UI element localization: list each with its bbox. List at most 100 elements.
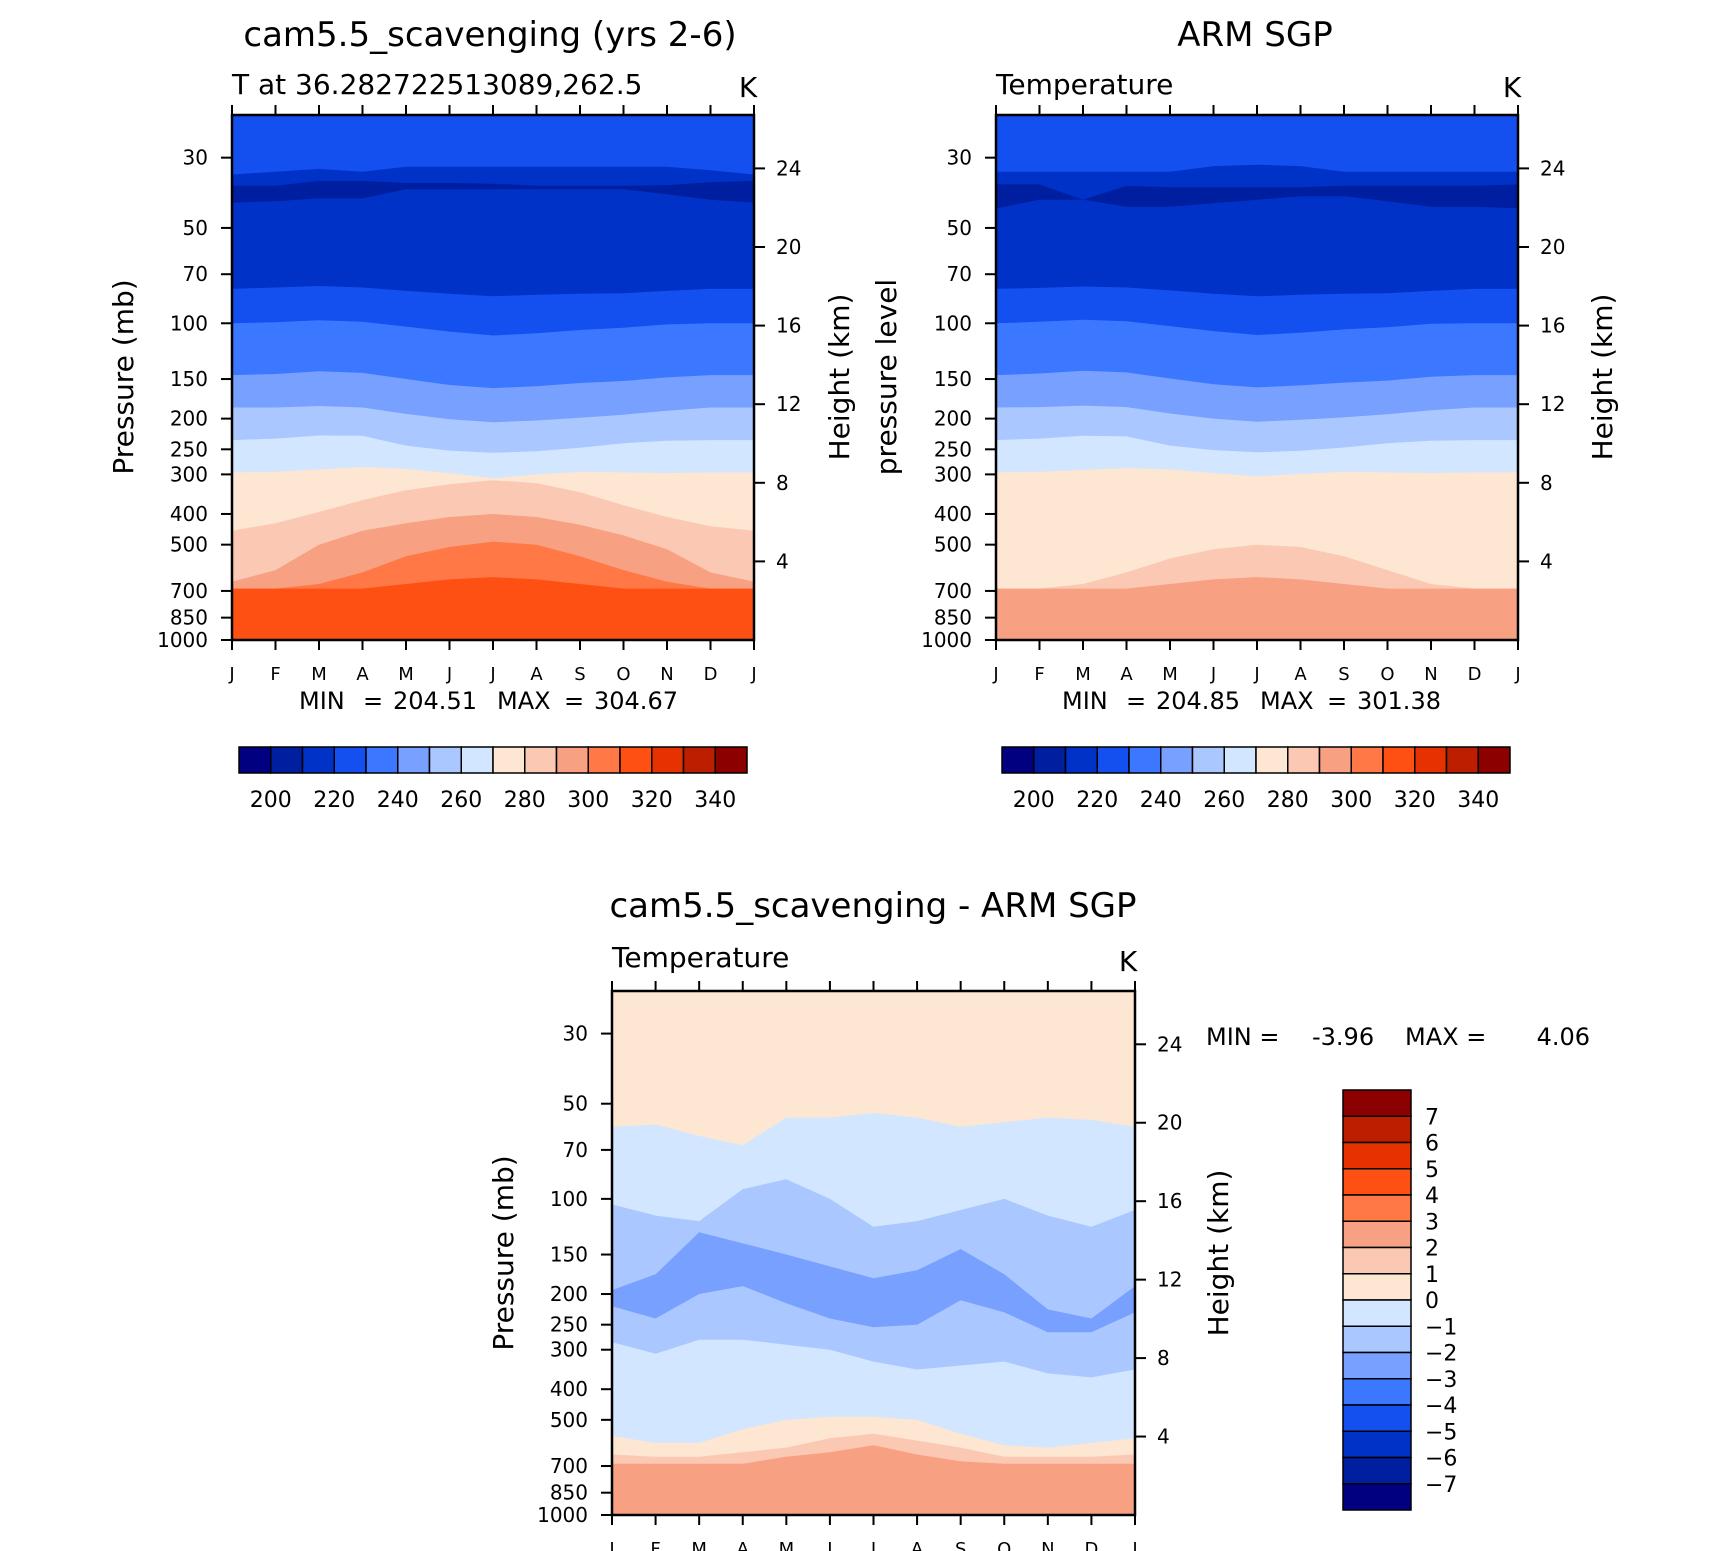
colorbar-label: −4 [1425, 1394, 1457, 1419]
colorbar-box [397, 746, 431, 774]
min-label: MIN [299, 687, 345, 715]
x-tick-label: A [356, 664, 369, 685]
min-value: 204.51 [393, 687, 477, 715]
colorbar-box [1191, 746, 1225, 774]
colorbar-box [1342, 1378, 1412, 1406]
x-tick-label: F [270, 664, 280, 685]
colorbar-box [1223, 746, 1257, 774]
colorbar-box [651, 746, 685, 774]
y-axis-right-label: Height (km) [1586, 294, 1619, 461]
x-tick-label: A [1294, 664, 1307, 685]
y-tick-label: 1000 [921, 628, 972, 652]
x-tick-label: J [489, 664, 495, 685]
max-value: 301.38 [1357, 687, 1441, 715]
x-tick-label: A [911, 1539, 924, 1551]
y-right-tick-label: 4 [1157, 1425, 1170, 1449]
x-tick-label: J [826, 1539, 832, 1551]
y-axis-label: Pressure (mb) [487, 1155, 520, 1350]
units-label: K [739, 71, 758, 104]
y-right-tick-label: 20 [1540, 235, 1565, 259]
colorbar-box [1342, 1456, 1412, 1485]
colorbar-label: 280 [504, 788, 546, 813]
colorbar: 200 220 240 260 280 300 320 340 [1001, 746, 1511, 813]
panel-subtitle: Temperature [995, 68, 1173, 101]
colorbar-box [492, 746, 526, 774]
x-tick-label: F [1034, 664, 1044, 685]
x-tick-label: M [779, 1539, 795, 1551]
y-tick-label: 100 [550, 1187, 588, 1211]
colorbar-box [1342, 1089, 1412, 1117]
y-tick-label: 850 [550, 1481, 588, 1505]
colorbar-box [301, 746, 335, 774]
panel-subtitle: Temperature [611, 941, 789, 974]
y-tick-label: 400 [170, 502, 208, 526]
y-tick-label: 300 [170, 462, 208, 486]
max-label: MAX = [1405, 1023, 1486, 1051]
colorbar-label: 1 [1425, 1263, 1439, 1288]
colorbar-label: 4 [1425, 1184, 1439, 1209]
colorbar-box [587, 746, 621, 774]
x-tick-label: A [530, 664, 543, 685]
x-tick-label: J [750, 664, 756, 685]
y-tick-label: 150 [550, 1243, 588, 1267]
colorbar-box [1414, 746, 1448, 774]
y-tick-label: 700 [550, 1454, 588, 1478]
contour-band [996, 577, 1518, 640]
colorbar-label: 6 [1425, 1132, 1439, 1157]
x-tick-label: J [228, 664, 234, 685]
panel-obs: ARM SGP Temperature K J F M A M J J A S O N D J 30 50 7… [870, 15, 1619, 813]
y-right-tick-label: 12 [776, 392, 801, 416]
x-tick-label: J [1253, 664, 1259, 685]
min-value: 204.85 [1156, 687, 1240, 715]
y-tick-label: 250 [170, 437, 208, 461]
y-tick-label: 300 [934, 462, 972, 486]
y-right-tick-label: 16 [1540, 314, 1565, 338]
y-right-tick-label: 12 [1540, 392, 1565, 416]
x-tick-label: M [1162, 664, 1178, 685]
y-tick-label: 50 [183, 216, 208, 240]
y-tick-label: 850 [170, 606, 208, 630]
colorbar-label: 0 [1425, 1289, 1439, 1314]
colorbar-box [524, 746, 558, 774]
x-tick-label: A [1120, 664, 1133, 685]
y-right-tick-label: 8 [1540, 471, 1553, 495]
y-right-tick-label: 8 [1157, 1346, 1170, 1370]
colorbar-box [1096, 746, 1130, 774]
y-tick-label: 70 [947, 262, 972, 286]
y-right-tick-label: 8 [776, 471, 789, 495]
colorbar-label: 3 [1425, 1210, 1439, 1235]
x-tick-label: N [1424, 664, 1437, 685]
y-tick-label: 400 [550, 1377, 588, 1401]
colorbar-box [1160, 746, 1194, 774]
y-right-tick-label: 16 [776, 314, 801, 338]
colorbar-label: 220 [313, 788, 355, 813]
colorbar-label: 300 [1330, 788, 1372, 813]
colorbar-label: 240 [1140, 788, 1182, 813]
colorbar-label: −1 [1425, 1315, 1457, 1340]
colorbar-box [1382, 746, 1416, 774]
x-tick-label: J [1131, 1539, 1137, 1551]
y-axis-label: Pressure (mb) [107, 279, 140, 474]
y-tick-label: 400 [934, 502, 972, 526]
colorbar-box [333, 746, 367, 774]
y-tick-label: 50 [947, 216, 972, 240]
equals-sign: = [1327, 687, 1347, 715]
y-tick-label: 700 [170, 579, 208, 603]
colorbar-box [1342, 1141, 1412, 1170]
colorbar-box [238, 746, 272, 774]
y-tick-label: 250 [934, 437, 972, 461]
x-tick-label: M [311, 664, 327, 685]
x-tick-label: S [574, 664, 585, 685]
x-tick-label: N [660, 664, 673, 685]
contour-band [612, 1445, 1135, 1515]
colorbar-label: 280 [1267, 788, 1309, 813]
y-tick-label: 1000 [157, 628, 208, 652]
y-tick-label: 100 [170, 311, 208, 335]
colorbar-label: 5 [1425, 1158, 1439, 1183]
y-tick-label: 200 [550, 1282, 588, 1306]
colorbar-box [1342, 1246, 1412, 1275]
x-tick-label: F [650, 1539, 660, 1551]
